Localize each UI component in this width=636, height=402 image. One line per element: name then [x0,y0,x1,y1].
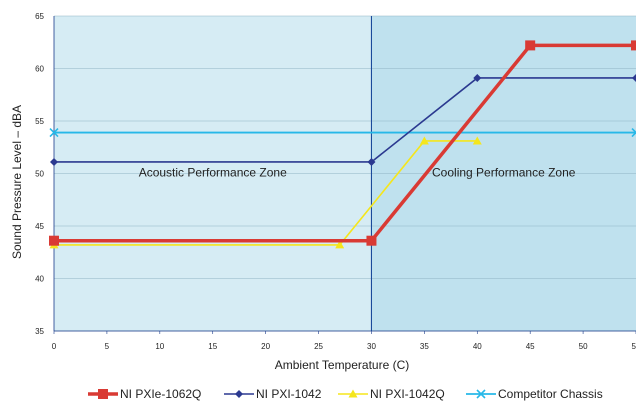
legend-item-2: NI PXI-1042Q [338,387,445,401]
x-tick-label-7: 35 [420,342,429,351]
legend-swatch-marker-2 [348,389,358,398]
series-3-point-0 [49,127,59,138]
series-0-point-0 [49,235,59,246]
legend-swatch-marker-3-b [476,389,486,399]
series-line-1 [54,77,636,163]
legend-label-0: NI PXIe-1062Q [120,387,201,401]
series-2-point-3 [472,136,482,145]
series-0-point-3 [631,40,636,51]
legend: NI PXIe-1062Q NI PXI-1042 NI PXI-1042Q Comp… [88,387,603,401]
x-tick-label-2: 10 [155,342,164,351]
x-tick-label-3: 15 [208,342,217,351]
series-2-point-2 [419,136,429,145]
zone-label-0: Acoustic Performance Zone [139,166,287,180]
zone-labels: Acoustic Performance Zone Cooling Perform… [139,166,576,180]
legend-label-2: NI PXI-1042Q [370,387,445,401]
legend-label-3: Competitor Chassis [498,387,603,401]
y-tick-label-0: 35 [35,327,44,336]
series-layer [49,40,636,249]
legend-swatch-marker-1 [235,390,243,398]
series-3-point-1 [631,127,636,138]
y-tick-label-6: 65 [35,12,44,21]
series-3-point-1-b [631,131,636,138]
series-2-point-1 [335,240,345,249]
y-tick-label-2: 45 [35,222,44,231]
y-tick-label-4: 55 [35,117,44,126]
legend-item-0: NI PXIe-1062Q [88,387,201,401]
zone-label-1: Cooling Performance Zone [432,166,576,180]
series-1-point-1 [367,157,376,166]
x-tick-label-9: 45 [526,342,535,351]
x-tick-label-10: 50 [579,342,588,351]
y-axis-label: Sound Pressure Level – dBA [10,105,24,259]
x-tick-label-0: 0 [52,342,57,351]
series-3-point-0-b [49,127,59,138]
legend-swatch-marker-0 [98,389,108,399]
x-tick-label-5: 25 [314,342,323,351]
y-tick-label-3: 50 [35,170,44,179]
y-tick-label-5: 60 [35,65,44,74]
legend-item-3: Competitor Chassis [466,387,603,401]
x-axis-label: Ambient Temperature (C) [275,358,410,372]
series-1 [50,73,636,166]
series-3 [49,127,636,138]
legend-swatch-marker-3 [476,389,486,399]
series-0-point-2 [525,40,536,51]
series-1-point-3 [632,73,636,82]
x-tick-label-6: 30 [367,342,376,351]
x-tick-label-8: 40 [473,342,482,351]
legend-item-1: NI PXI-1042 [224,387,322,401]
x-tick-label-1: 5 [105,342,110,351]
series-0-point-1 [366,235,377,246]
grid-lines [53,15,636,332]
legend-label-1: NI PXI-1042 [256,387,322,401]
x-tick-label-11: 55 [632,342,636,351]
series-3-point-1-a [631,127,636,134]
series-0 [49,40,636,246]
x-tick-label-4: 20 [261,342,270,351]
tick-labels: 0 5 10 15 20 25 30 35 40 45 50 55 35 40 45 50 55 60 65 [35,12,636,351]
series-1-point-2 [473,73,482,82]
series-line-0 [54,43,636,243]
series-1-point-0 [50,157,58,166]
y-tick-label-1: 40 [35,275,44,284]
